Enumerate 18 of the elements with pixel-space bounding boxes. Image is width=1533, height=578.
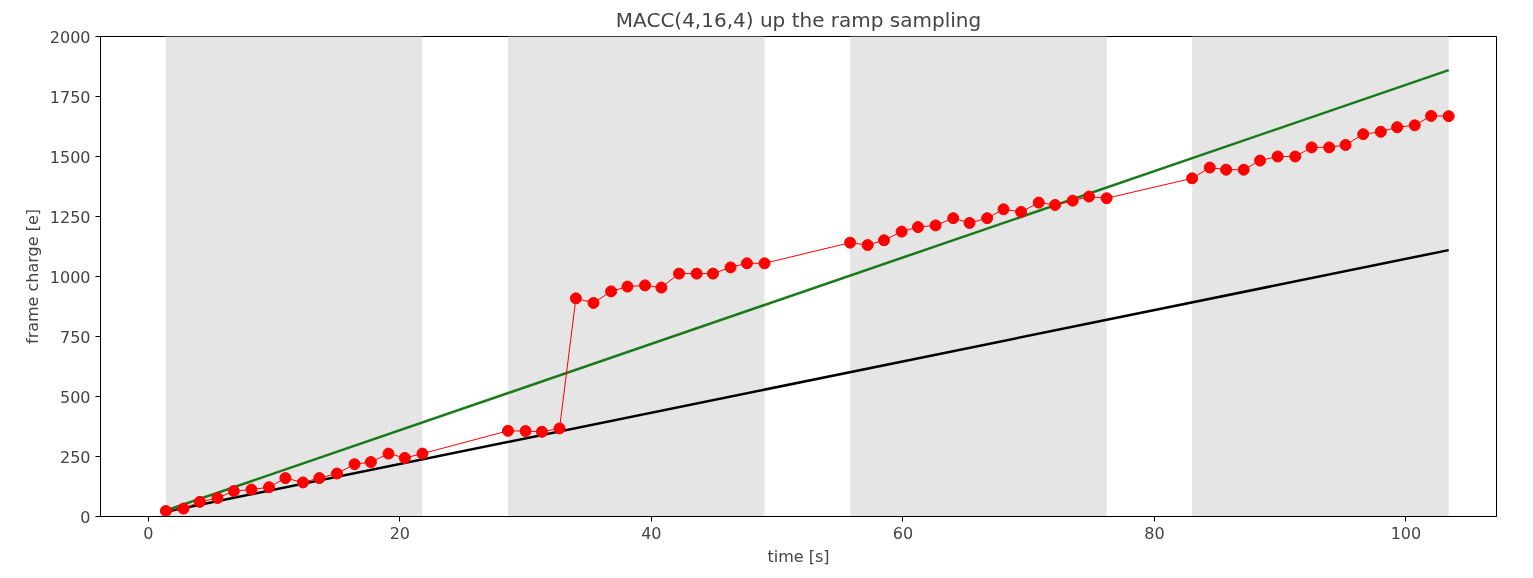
- y-tick-label: 2000: [49, 27, 91, 47]
- y-tick-label: 1250: [49, 207, 91, 227]
- y-tick-label: 250: [59, 447, 91, 467]
- y-tick-label: 1750: [49, 87, 91, 107]
- y-tick-label: 1500: [49, 147, 91, 167]
- y-tick-label: 1000: [49, 267, 91, 287]
- y-tick-label: 0: [80, 507, 91, 527]
- x-tick-label: 0: [143, 523, 154, 543]
- x-tick-label: 40: [641, 523, 662, 543]
- y-axis-title: frame charge [e]: [22, 209, 42, 344]
- chart-title: MACC(4,16,4) up the ramp sampling: [615, 7, 982, 32]
- x-tick-label: 20: [389, 523, 410, 543]
- y-tick-label: 500: [59, 387, 91, 407]
- x-axis-title: time [s]: [767, 546, 830, 566]
- x-tick-label: 100: [1390, 523, 1422, 543]
- x-tick-label: 60: [892, 523, 914, 543]
- y-tick-label: 750: [59, 327, 91, 347]
- x-tick-label: 80: [1144, 523, 1165, 543]
